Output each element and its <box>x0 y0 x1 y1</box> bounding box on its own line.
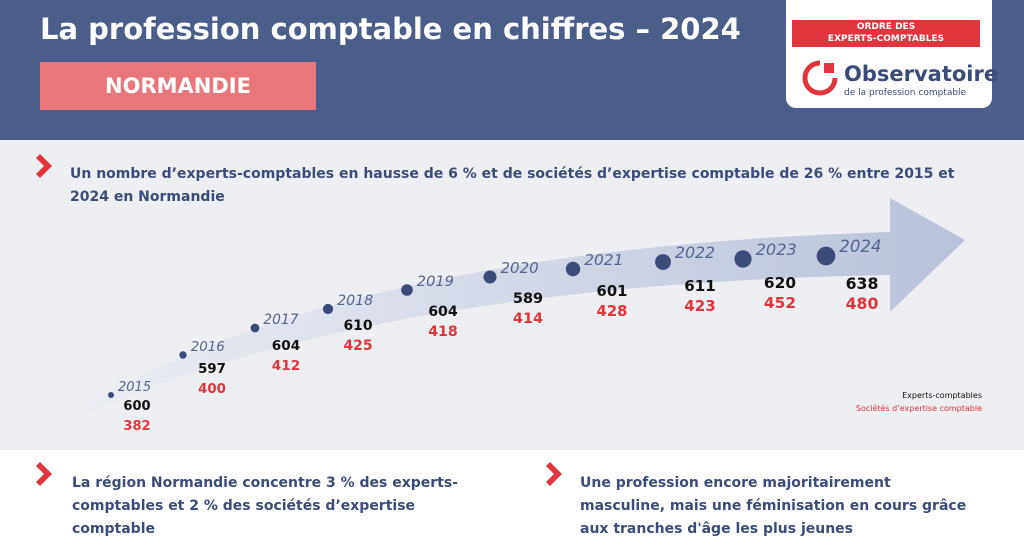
legend-societes: Sociétés d’expertise comptable <box>856 403 982 413</box>
societes-value: 428 <box>597 303 628 320</box>
year-dot <box>816 246 836 266</box>
footer-left: La région Normandie concentre 3 % des ex… <box>72 475 458 537</box>
year-label: 2015 <box>118 380 151 395</box>
societes-value: 452 <box>764 294 796 312</box>
societes-value: 418 <box>428 324 458 340</box>
societes-value: 382 <box>123 419 150 434</box>
experts-value: 597 <box>198 362 226 377</box>
logo-name: Observatoire <box>844 62 999 86</box>
societes-value: 414 <box>513 311 543 327</box>
year-label: 2019 <box>417 273 454 290</box>
chevron <box>546 462 562 486</box>
ordre-logo: ORDRE DES EXPERTS-COMPTABLES <box>792 20 980 47</box>
year-dot <box>734 250 752 268</box>
societes-value: 423 <box>684 297 716 315</box>
experts-value: 611 <box>684 277 716 295</box>
year-label: 2017 <box>263 312 298 328</box>
ordre-line: EXPERTS-COMPTABLES <box>827 34 945 44</box>
year-dot <box>322 303 334 315</box>
year-label: 2022 <box>675 243 715 262</box>
legend-experts: Experts-comptables <box>902 391 982 400</box>
ordre-line: ORDRE DES <box>856 22 916 32</box>
obs-icon <box>802 60 838 96</box>
chevron <box>36 462 52 486</box>
year-label: 2024 <box>839 237 881 256</box>
societes-value: 412 <box>272 358 300 374</box>
logo-subtitle: de la profession comptable <box>844 88 967 98</box>
experts-value: 604 <box>272 338 300 354</box>
experts-value: 610 <box>344 318 373 334</box>
year-label: 2021 <box>584 251 623 269</box>
societes-value: 480 <box>846 294 879 313</box>
region: NORMANDIE <box>40 62 316 110</box>
year-label: 2018 <box>337 293 373 309</box>
societes-value: 400 <box>198 382 226 397</box>
societes-value: 425 <box>344 338 373 354</box>
logo: ORDRE DES EXPERTS-COMPTABLES Observatoire… <box>786 0 998 108</box>
chevron <box>36 154 52 178</box>
experts-value: 620 <box>764 274 796 292</box>
year-dot <box>483 270 497 284</box>
experts-value: 600 <box>123 399 150 414</box>
arrow <box>35 198 965 438</box>
year-label: 2020 <box>501 259 539 277</box>
footer-right: Une profession encore majoritairement ma… <box>580 475 967 537</box>
year-dot <box>655 254 671 270</box>
title: La profession comptable en chiffres – 20… <box>40 12 741 46</box>
year-label: 2016 <box>191 340 225 355</box>
year-dot <box>108 392 114 398</box>
year-dot <box>179 351 187 359</box>
experts-value: 638 <box>846 274 879 293</box>
experts-value: 601 <box>597 283 628 300</box>
year-label: 2023 <box>756 240 797 259</box>
experts-value: 604 <box>428 304 458 320</box>
year-dot <box>250 323 260 333</box>
year-dot <box>565 261 581 277</box>
experts-value: 589 <box>513 291 543 307</box>
section-heading: Un nombre d’experts-comptables en hausse… <box>70 166 955 205</box>
year-dot <box>401 284 413 296</box>
